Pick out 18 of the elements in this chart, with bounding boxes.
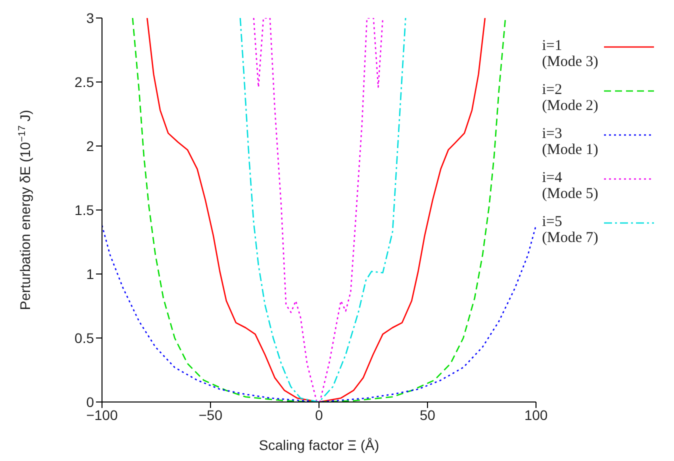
x-axis-title: Scaling factor Ξ (Å): [258, 437, 380, 453]
y-tick-label: 1.5: [74, 202, 94, 218]
x-tick-label: 50: [420, 406, 436, 423]
legend-label: i=2 (Mode 2): [542, 82, 600, 114]
line-series: [240, 18, 406, 402]
y-tick-label: 3: [86, 10, 94, 26]
y-tick-label: 1: [86, 266, 94, 282]
y-tick-label: 0.5: [74, 330, 94, 346]
line-series: [253, 18, 384, 402]
x-tick-label: −50: [198, 406, 223, 423]
legend-label: i=4 (Mode 5): [542, 170, 600, 202]
legend-label: i=3 (Mode 1): [542, 126, 600, 158]
y-tick-label: 2: [86, 138, 94, 154]
legend-label: i=1 (Mode 3): [542, 38, 600, 70]
legend-label: i=5 (Mode 7): [542, 214, 600, 246]
x-tick-label: 100: [524, 406, 548, 423]
y-tick-label: 2.5: [74, 74, 94, 90]
x-tick-label: 0: [315, 406, 324, 423]
